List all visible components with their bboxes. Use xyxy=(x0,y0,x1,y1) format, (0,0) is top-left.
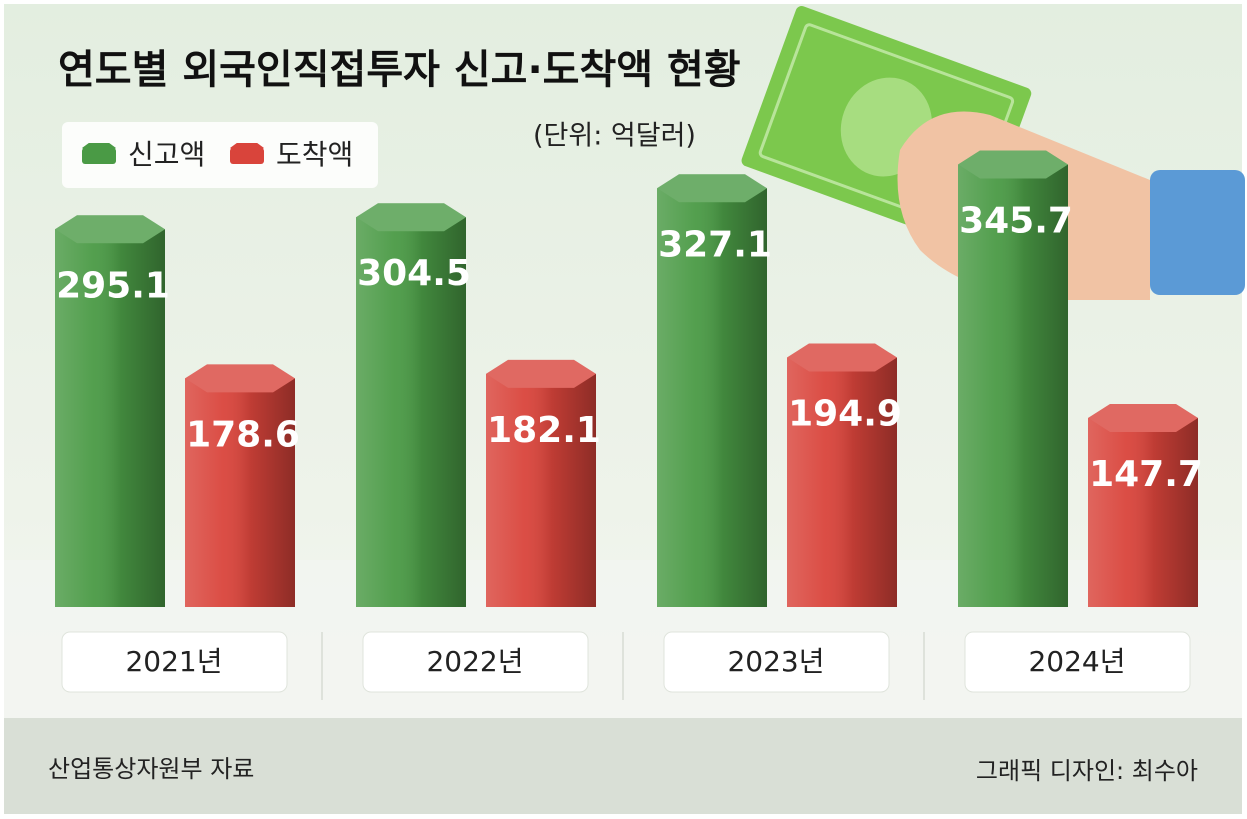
value-label: 147.7 xyxy=(1089,454,1203,495)
bar-shade xyxy=(657,188,767,607)
bar-cap xyxy=(185,364,295,393)
bar-cap xyxy=(486,359,596,388)
value-label: 345.7 xyxy=(959,201,1073,242)
bar-shade xyxy=(958,164,1068,607)
legend-swatch-top xyxy=(230,143,264,153)
bar-shade xyxy=(185,378,295,607)
x-tick-label: 2021년 xyxy=(125,645,222,678)
category-box xyxy=(362,631,589,693)
source: 산업통상자원부 자료 xyxy=(48,755,254,783)
value-label: 327.1 xyxy=(658,224,772,265)
bar-cap-highlight xyxy=(356,203,466,232)
bar-cap xyxy=(958,150,1068,179)
category-box xyxy=(663,631,890,693)
bar-shade xyxy=(55,229,165,607)
bar-cap-highlight xyxy=(657,174,767,203)
bar-cap xyxy=(657,174,767,203)
x-tick-label: 2022년 xyxy=(426,645,523,678)
bar-cap xyxy=(787,343,897,372)
footer-band xyxy=(4,718,1242,814)
bar-shade xyxy=(486,373,596,607)
x-tick-label: 2024년 xyxy=(1028,645,1125,678)
unit-note: (단위: 억달러) xyxy=(533,121,696,152)
legend-swatch-top xyxy=(82,143,116,153)
value-label: 194.9 xyxy=(788,394,902,435)
category-box xyxy=(61,631,288,693)
legend-label: 신고액 xyxy=(128,138,205,171)
sleeve xyxy=(1150,170,1245,295)
bar-cap xyxy=(55,215,165,244)
value-label: 295.1 xyxy=(56,265,170,306)
bar-cap-highlight xyxy=(1088,403,1198,432)
bar-shade xyxy=(787,357,897,607)
x-tick-label: 2023년 xyxy=(727,645,824,678)
bar-shade xyxy=(1088,417,1198,607)
bar-cap-highlight xyxy=(787,343,897,372)
credit: 그래픽 디자인: 최수아 xyxy=(976,757,1198,785)
bar-shade xyxy=(356,217,466,608)
value-label: 304.5 xyxy=(357,253,471,294)
category-box xyxy=(964,631,1191,693)
bar-cap-highlight xyxy=(486,359,596,388)
bar-cap-highlight xyxy=(185,364,295,393)
value-label: 182.1 xyxy=(487,410,601,451)
legend-label: 도착액 xyxy=(276,138,353,171)
bar-cap xyxy=(1088,403,1198,432)
bar-cap-highlight xyxy=(55,215,165,244)
legend xyxy=(62,122,378,188)
value-label: 178.6 xyxy=(186,414,300,455)
chart-title: 연도별 외국인직접투자 신고·도착액 현황 xyxy=(58,47,741,93)
bar-cap-highlight xyxy=(958,150,1068,179)
bar-cap xyxy=(356,203,466,232)
